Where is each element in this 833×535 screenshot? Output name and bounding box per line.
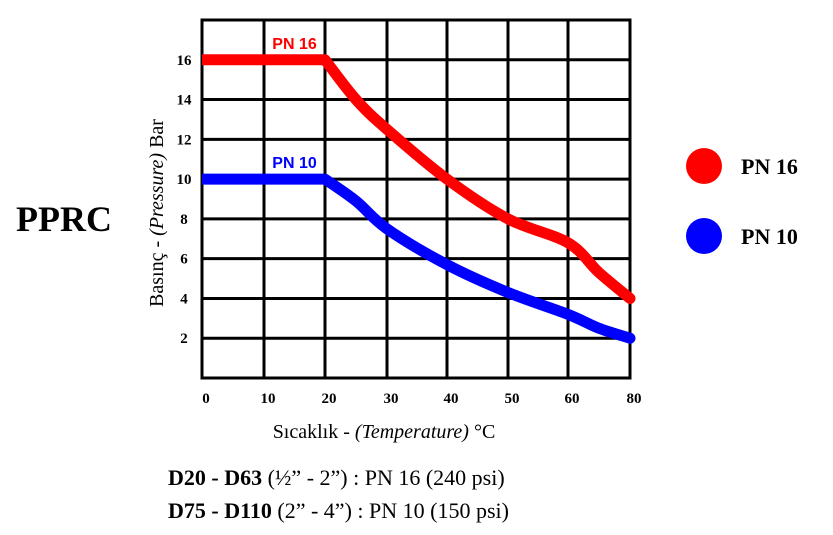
series-label: PN 16	[272, 36, 317, 53]
x-tick-label: 60	[565, 391, 580, 407]
series-line-curve-1	[319, 173, 636, 344]
note-size-range: D20 - D63	[168, 465, 263, 490]
chart-legend: PN 16 PN 10	[686, 148, 798, 254]
chart-grid	[200, 18, 632, 380]
x-tick-label: 30	[384, 391, 399, 407]
y-tick-label: 12	[177, 132, 192, 148]
y-tick-label: 14	[177, 93, 193, 109]
pressure-temperature-chart: PPRC PN 16 PN 10 0 10 20 30 40 50 60 80 2 4 6 8 10 12…	[16, 18, 798, 443]
y-tick-label: 6	[180, 252, 188, 268]
chart-title: PPRC	[16, 199, 112, 239]
x-tick-label: 80	[627, 391, 642, 407]
x-axis-label: Sıcaklık - (Temperature) °C	[273, 421, 496, 443]
y-tick-label: 8	[180, 212, 188, 228]
x-tick-label: 20	[322, 391, 337, 407]
legend-marker	[686, 218, 722, 254]
legend-label: PN 10	[741, 224, 798, 249]
y-tick-label: 16	[177, 53, 193, 69]
note-detail: (½” - 2”) : PN 16 (240 psi)	[262, 465, 505, 490]
legend-label: PN 16	[741, 154, 798, 179]
y-tick-label: 4	[180, 291, 188, 307]
chart-series	[202, 54, 636, 344]
series-line-curve-0	[319, 54, 636, 304]
y-tick-label: 10	[177, 172, 192, 188]
x-tick-label: 10	[261, 391, 276, 407]
x-tick-label: 50	[505, 391, 520, 407]
y-axis-ticks: 2 4 6 8 10 12 14 16	[177, 53, 193, 347]
note-detail: (2” - 4”) : PN 10 (150 psi)	[271, 498, 509, 523]
y-axis-label: Basınç - (Pressure) Bar	[146, 119, 168, 307]
x-tick-label: 0	[202, 391, 210, 407]
pressure-class-note-1: D20 - D63 (½” - 2”) : PN 16 (240 psi)	[168, 465, 505, 491]
y-tick-label: 2	[180, 331, 188, 347]
legend-marker	[686, 148, 722, 184]
pressure-class-note-2: D75 - D110 (2” - 4”) : PN 10 (150 psi)	[168, 498, 509, 524]
note-size-range: D75 - D110	[168, 498, 272, 523]
plot-frame	[200, 18, 632, 380]
chart-series-labels: PN 16 PN 10	[272, 36, 317, 172]
x-tick-label: 40	[444, 391, 459, 407]
x-axis-ticks: 0 10 20 30 40 50 60 80	[202, 391, 641, 407]
series-label: PN 10	[272, 155, 317, 172]
